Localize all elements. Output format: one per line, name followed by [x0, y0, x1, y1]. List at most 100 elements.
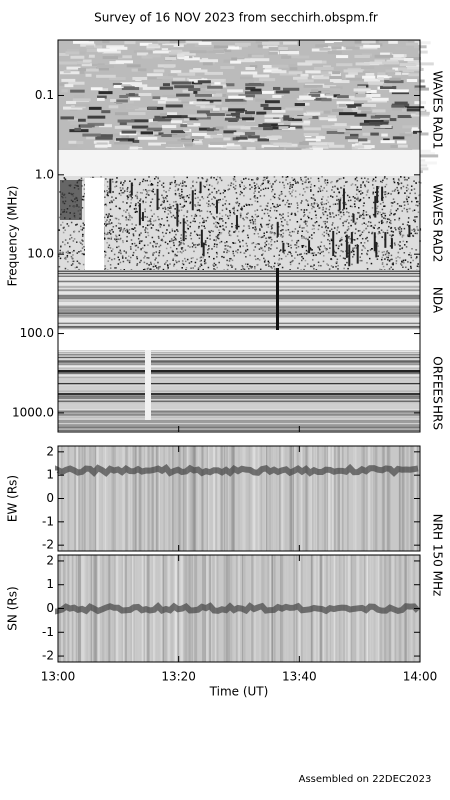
texture — [58, 265, 61, 268]
texture — [283, 186, 286, 189]
texture — [111, 258, 113, 261]
texture — [58, 429, 420, 431]
texture — [398, 219, 400, 221]
texture — [377, 255, 379, 257]
texture — [204, 186, 206, 188]
texture — [265, 204, 268, 207]
texture — [219, 212, 221, 215]
texture — [320, 216, 322, 219]
texture — [249, 188, 251, 190]
texture — [287, 205, 290, 208]
texture — [295, 244, 298, 246]
texture — [294, 196, 297, 198]
texture — [176, 72, 196, 76]
texture — [153, 213, 155, 215]
texture — [189, 246, 191, 248]
texture — [361, 192, 364, 194]
texture — [410, 265, 412, 268]
texture — [180, 237, 182, 239]
texture — [390, 238, 393, 249]
texture — [357, 230, 360, 232]
texture — [64, 257, 66, 260]
texture — [261, 226, 263, 228]
texture — [115, 55, 132, 59]
texture — [58, 412, 420, 414]
texture — [239, 245, 241, 248]
texture — [361, 259, 363, 262]
texture — [128, 214, 131, 217]
texture — [200, 446, 203, 551]
texture — [276, 240, 279, 242]
texture — [58, 311, 420, 313]
texture — [285, 446, 288, 551]
texture — [289, 192, 292, 195]
texture — [60, 116, 75, 120]
texture — [337, 264, 339, 267]
texture — [116, 177, 118, 179]
texture — [410, 446, 413, 551]
texture — [153, 177, 156, 180]
texture — [230, 264, 232, 267]
texture — [363, 120, 384, 124]
texture — [150, 223, 152, 225]
texture — [136, 446, 139, 551]
texture — [358, 216, 361, 218]
texture — [199, 257, 202, 259]
texture — [150, 227, 153, 229]
texture — [354, 197, 356, 199]
texture — [293, 115, 313, 119]
texture — [283, 184, 285, 187]
texture — [207, 203, 210, 205]
texture — [400, 187, 403, 190]
texture — [216, 176, 219, 178]
texture — [308, 240, 311, 254]
texture — [91, 63, 105, 67]
texture — [283, 117, 293, 121]
texture — [128, 261, 131, 264]
texture — [334, 203, 337, 205]
texture — [385, 256, 388, 259]
texture — [326, 263, 328, 265]
texture — [119, 207, 121, 210]
texture — [149, 219, 151, 222]
texture — [324, 210, 327, 213]
texture — [59, 249, 61, 252]
texture — [251, 186, 253, 189]
texture — [114, 141, 133, 145]
texture — [223, 137, 231, 141]
texture — [292, 179, 295, 182]
texture — [398, 230, 401, 233]
texture — [381, 236, 383, 238]
texture — [256, 209, 259, 211]
texture — [145, 350, 151, 420]
texture — [130, 248, 132, 250]
texture — [283, 41, 298, 45]
texture — [213, 45, 229, 49]
texture — [267, 202, 269, 205]
texture — [121, 135, 130, 139]
texture — [400, 176, 402, 178]
texture — [354, 223, 357, 225]
texture — [231, 265, 234, 267]
texture — [246, 265, 249, 268]
texture — [397, 144, 408, 148]
texture — [191, 190, 194, 211]
texture — [194, 204, 196, 206]
texture — [130, 216, 132, 218]
texture — [126, 446, 130, 551]
texture — [281, 55, 289, 59]
texture — [406, 210, 409, 213]
texture — [355, 176, 358, 179]
texture — [219, 217, 221, 220]
texture — [254, 190, 256, 192]
texture — [310, 234, 313, 236]
texture — [167, 209, 169, 211]
texture — [305, 446, 308, 551]
texture — [416, 228, 419, 230]
texture — [278, 233, 280, 236]
texture — [75, 224, 77, 226]
texture — [279, 128, 291, 132]
texture — [325, 446, 328, 551]
texture — [195, 233, 198, 236]
texture — [350, 224, 352, 227]
